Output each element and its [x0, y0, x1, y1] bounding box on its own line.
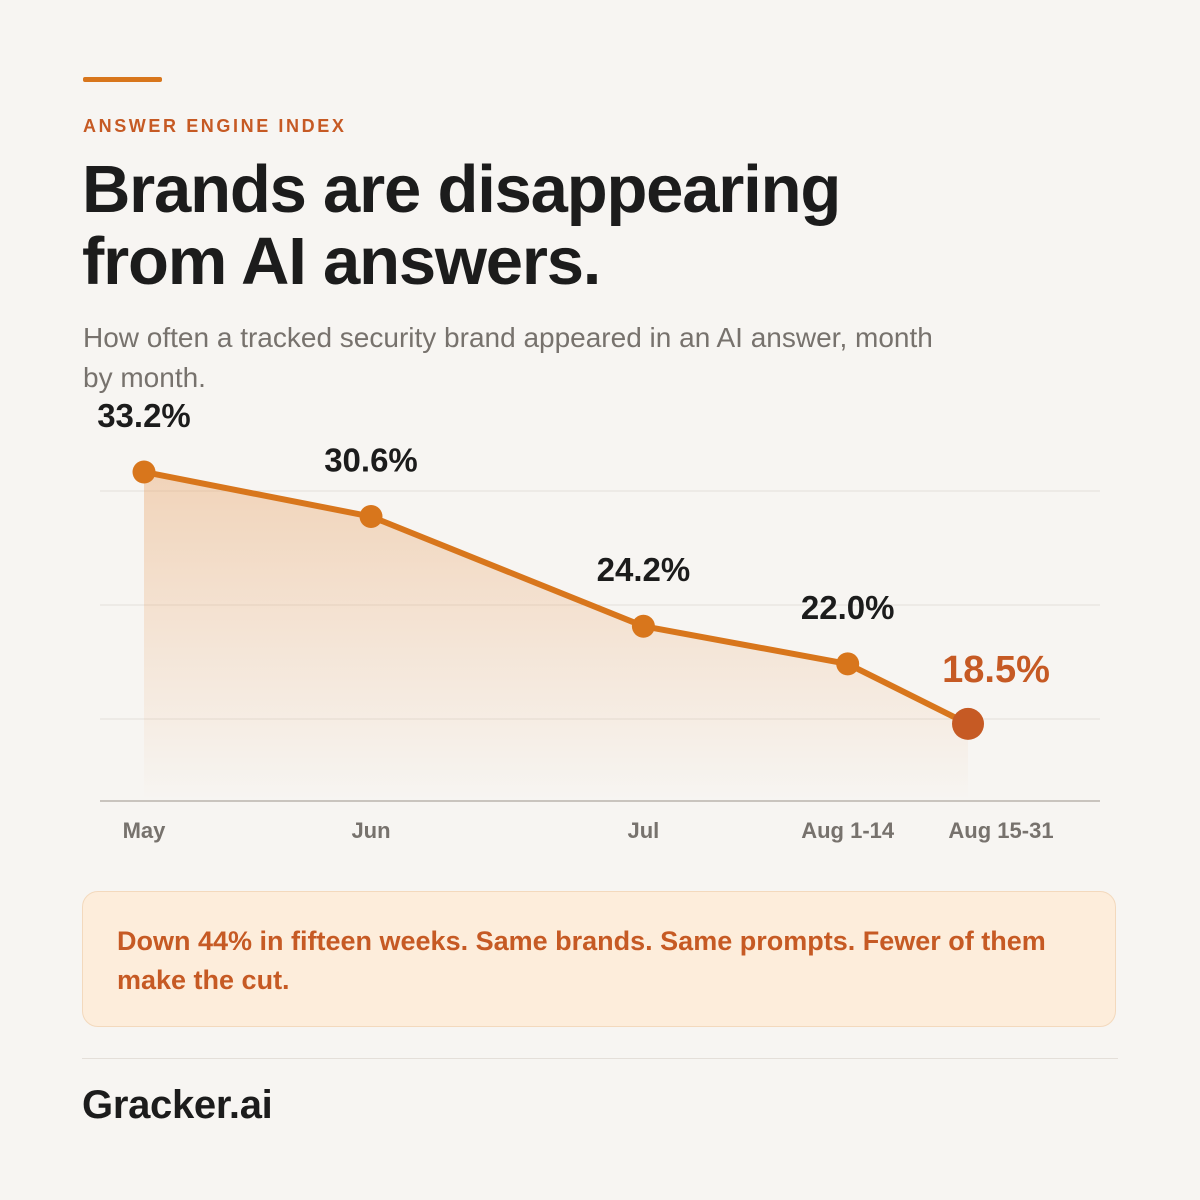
data-point-5 [952, 707, 985, 740]
accent-bar [83, 77, 162, 82]
x-tick-label-5: Aug 15-31 [948, 818, 1053, 843]
page-title: Brands are disappearing from AI answers. [82, 152, 841, 299]
x-tick-label-2: Jun [351, 818, 390, 843]
data-point-3 [631, 614, 655, 638]
brand-logo-text: Gracker.ai [82, 1083, 273, 1127]
data-point-4 [836, 652, 860, 676]
x-tick-label-4: Aug 1-14 [801, 818, 895, 843]
data-point-2 [359, 505, 383, 529]
x-tick-label-3: Jul [628, 818, 660, 843]
data-label-5: 18.5% [942, 649, 1050, 691]
eyebrow-label: ANSWER ENGINE INDEX [83, 116, 347, 136]
footer-divider [82, 1058, 1118, 1059]
line-chart: 33.2% 30.6% 24.2% 22.0% 18.5% May Jun Jul Aug 1… [97, 397, 1100, 843]
data-label-2: 30.6% [324, 442, 418, 479]
callout-text: Down 44% in fifteen weeks. Same brands. … [117, 926, 1046, 995]
x-tick-label-1: May [123, 818, 167, 843]
data-label-3: 24.2% [597, 551, 691, 588]
callout-box: Down 44% in fifteen weeks. Same brands. … [82, 891, 1116, 1027]
page-subtitle: How often a tracked security brand appea… [83, 322, 933, 393]
data-point-1 [132, 460, 156, 484]
data-label-4: 22.0% [801, 589, 895, 626]
data-label-1: 33.2% [97, 397, 191, 434]
area-fill [144, 471, 969, 801]
